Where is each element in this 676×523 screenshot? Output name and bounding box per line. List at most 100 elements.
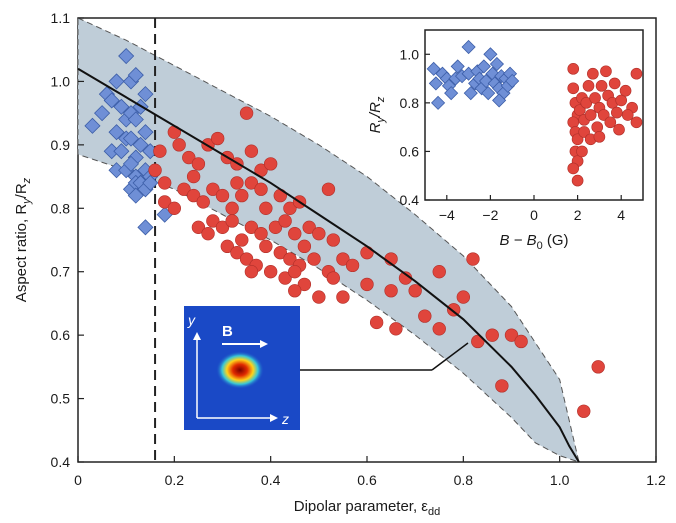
data-point-circle: [345, 258, 360, 273]
data-point-circle: [567, 63, 580, 75]
data-point-circle: [326, 233, 340, 247]
data-point-circle: [336, 290, 350, 304]
z-axis-letter: z: [281, 411, 289, 427]
inset-y-tick-label: 1.0: [400, 46, 420, 62]
data-point-circle: [167, 201, 182, 215]
data-point-circle: [593, 131, 606, 143]
data-point-circle: [389, 322, 403, 336]
data-point-circle: [288, 226, 302, 241]
y-tick-label: 0.4: [51, 454, 71, 470]
data-point-circle: [514, 334, 528, 349]
data-point-circle: [191, 157, 206, 171]
data-point-diamond: [483, 47, 498, 62]
x-tick-label: 0.2: [165, 472, 185, 488]
data-point-circle: [244, 220, 259, 234]
y-axis-arrowhead: [193, 332, 201, 340]
data-point-diamond: [505, 73, 520, 89]
data-point-circle: [283, 201, 297, 215]
data-point-diamond: [426, 61, 441, 76]
data-point-circle: [158, 195, 172, 209]
data-point-circle: [432, 322, 446, 336]
data-point-circle: [263, 265, 278, 279]
data-point-circle: [495, 379, 509, 393]
data-point-circle: [613, 123, 625, 136]
data-point-diamond: [108, 73, 125, 90]
data-point-diamond: [428, 76, 443, 91]
data-point-diamond: [113, 98, 130, 115]
x-tick-label: 1.0: [550, 472, 570, 488]
data-point-circle: [326, 271, 340, 285]
data-point-circle: [259, 201, 273, 215]
inset-x-tick-label: 4: [617, 207, 625, 223]
data-point-diamond: [431, 95, 446, 110]
inset-x-tick-label: 0: [530, 207, 538, 223]
data-point-circle: [244, 144, 259, 158]
data-point-circle: [186, 169, 201, 184]
data-point-circle: [191, 220, 206, 234]
z-axis-arrowhead: [270, 414, 278, 422]
data-point-circle: [591, 360, 605, 374]
data-point-circle: [360, 246, 374, 260]
data-point-diamond: [122, 130, 140, 147]
scatter-inset: −4 −2 0 2 4 0.4 0.6 0.8 1.0 B − B0 (G) Ry/Rz: [367, 29, 644, 252]
data-point-circle: [230, 176, 244, 190]
data-point-circle: [182, 150, 196, 165]
data-point-circle: [239, 252, 254, 266]
data-point-circle: [567, 162, 580, 175]
x-tick-label: 0.6: [357, 472, 377, 488]
main-x-axis-label-sub: dd: [428, 506, 440, 518]
data-point-diamond: [492, 93, 507, 108]
data-point-diamond: [450, 59, 465, 74]
data-point-circle: [186, 188, 201, 203]
data-point-circle: [604, 116, 617, 129]
data-point-circle: [611, 106, 623, 119]
data-point-circle: [288, 265, 302, 279]
data-point-circle: [220, 239, 234, 254]
data-point-circle: [225, 201, 239, 215]
data-point-circle: [263, 157, 278, 171]
data-point-diamond: [103, 92, 120, 109]
inset-y-tick-label: 0.6: [400, 143, 420, 159]
data-point-diamond: [113, 143, 130, 160]
data-point-circle: [307, 252, 321, 266]
data-point-circle: [254, 182, 268, 196]
data-point-diamond: [142, 174, 159, 191]
data-point-circle: [608, 77, 621, 90]
main-x-ticks: 0 0.2 0.4 0.6 0.8 1.0 1.2: [74, 456, 666, 488]
data-point-circle: [283, 252, 297, 266]
data-point-circle: [578, 126, 590, 138]
data-point-circle: [615, 94, 628, 107]
data-point-diamond: [127, 187, 144, 204]
y-tick-label: 1.0: [51, 73, 71, 89]
data-point-circle: [254, 226, 268, 241]
data-point-circle: [172, 138, 186, 152]
data-point-diamond: [84, 117, 101, 134]
data-point-circle: [259, 239, 273, 254]
data-point-diamond: [137, 86, 154, 103]
data-point-circle: [215, 188, 230, 203]
data-point-circle: [582, 80, 595, 92]
y-tick-label: 1.1: [51, 10, 71, 26]
data-point-circle: [206, 214, 220, 228]
data-point-circle: [297, 277, 312, 292]
data-point-circle: [589, 92, 601, 104]
cloud-image-inset: y z B: [184, 306, 469, 430]
data-point-circle: [225, 214, 239, 228]
data-point-circle: [268, 220, 283, 234]
inset-y-axis-label: Ry/Rz: [367, 96, 387, 133]
data-point-diamond: [481, 86, 496, 101]
data-point-circle: [595, 80, 608, 92]
data-point-circle: [360, 277, 374, 292]
data-point-circle: [567, 116, 580, 129]
data-point-circle: [600, 65, 612, 78]
data-point-circle: [312, 290, 326, 304]
data-point-diamond: [122, 155, 140, 172]
data-point-circle: [567, 82, 580, 95]
data-point-circle: [297, 239, 312, 254]
y-tick-label: 0.5: [51, 391, 71, 407]
data-point-circle: [369, 315, 384, 330]
data-point-circle: [485, 328, 499, 342]
main-x-axis-label: Dipolar parameter, εdd: [294, 498, 441, 518]
data-point-circle: [571, 133, 584, 146]
